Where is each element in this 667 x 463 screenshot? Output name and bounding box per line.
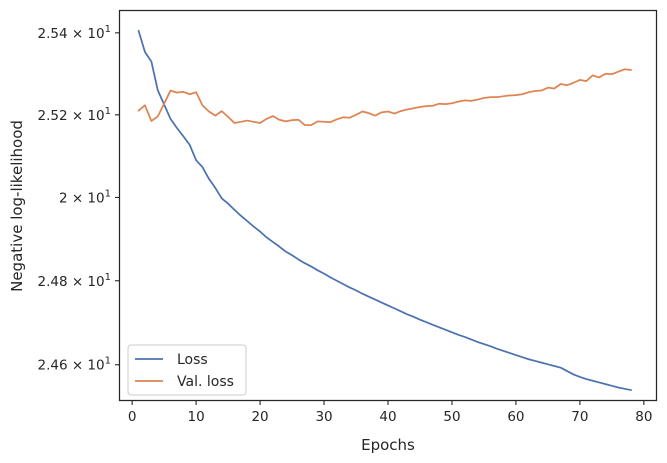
x-tick-label: 70: [571, 409, 588, 425]
series-line-val-loss: [137, 68, 632, 126]
x-tick-label: 80: [635, 409, 652, 425]
x-tick-label: 30: [315, 409, 332, 425]
plot-frame: [118, 9, 658, 402]
y-tick-label: 2.48 × 101: [37, 272, 111, 290]
x-axis-label: Epochs: [361, 436, 415, 454]
y-tick-label: 2.54 × 101: [37, 24, 111, 42]
y-axis-label: Negative log-likelihood: [8, 120, 26, 292]
x-tick-label: 10: [188, 409, 205, 425]
x-tick-label: 20: [251, 409, 268, 425]
y-tick-label: 2 × 101: [59, 188, 111, 206]
x-tick-label: 60: [507, 409, 524, 425]
y-tick-label: 2.46 × 101: [37, 356, 111, 374]
x-tick-label: 50: [443, 409, 460, 425]
legend-label-val-loss: Val. loss: [177, 374, 234, 390]
x-axis-ticks: 0 10 20 30 40 50 60 70 80: [128, 400, 652, 425]
series-line-loss: [137, 29, 632, 391]
legend-label-loss: Loss: [177, 352, 208, 368]
legend: Loss Val. loss: [127, 344, 247, 396]
legend-box: [127, 344, 247, 396]
x-tick-label: 0: [128, 409, 137, 425]
x-tick-label: 40: [379, 409, 396, 425]
y-tick-label: 2.52 × 101: [37, 106, 111, 124]
series-layer: [137, 29, 632, 391]
y-axis-ticks: 2.46 × 101 2.48 × 101 2 × 101 2.52 × 101 2.5…: [37, 24, 120, 374]
